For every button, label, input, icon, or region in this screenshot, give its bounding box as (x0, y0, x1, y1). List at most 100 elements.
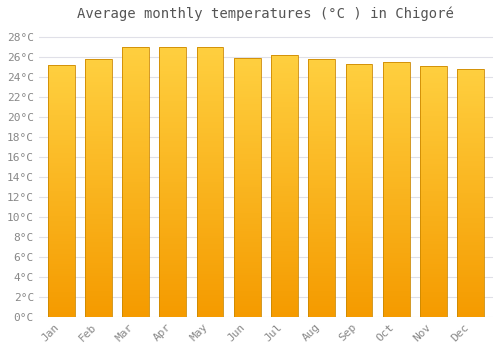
Bar (160, 141, 186, 144)
Bar (308, 234, 335, 237)
Bar (196, 117, 224, 120)
Bar (160, 293, 186, 295)
Bar (458, 285, 484, 287)
Bar (346, 160, 372, 162)
Bar (420, 111, 447, 113)
Bar (234, 76, 260, 78)
Bar (122, 163, 149, 166)
Bar (271, 55, 298, 317)
Bar (271, 65, 298, 68)
Bar (271, 207, 298, 209)
Bar (48, 138, 74, 140)
Bar (346, 218, 372, 220)
Bar (420, 149, 447, 151)
Bar (85, 141, 112, 144)
Bar (160, 168, 186, 171)
Bar (271, 304, 298, 306)
Bar (271, 212, 298, 215)
Bar (346, 216, 372, 218)
Bar (383, 182, 409, 184)
Bar (271, 225, 298, 228)
Bar (420, 76, 447, 78)
Bar (234, 244, 260, 247)
Bar (271, 57, 298, 60)
Bar (308, 92, 335, 95)
Bar (196, 155, 224, 158)
Bar (196, 131, 224, 133)
Bar (271, 254, 298, 257)
Bar (234, 115, 260, 117)
Bar (383, 266, 409, 268)
Bar (271, 81, 298, 84)
Bar (85, 252, 112, 255)
Bar (196, 247, 224, 249)
Bar (458, 84, 484, 86)
Bar (346, 165, 372, 168)
Bar (458, 138, 484, 141)
Bar (122, 77, 149, 79)
Bar (234, 86, 260, 89)
Bar (308, 170, 335, 172)
Bar (308, 175, 335, 177)
Bar (48, 143, 74, 146)
Bar (85, 149, 112, 152)
Bar (196, 120, 224, 122)
Bar (458, 156, 484, 158)
Bar (85, 121, 112, 123)
Bar (458, 91, 484, 93)
Bar (420, 169, 447, 171)
Bar (420, 229, 447, 231)
Bar (122, 101, 149, 104)
Bar (160, 285, 186, 287)
Bar (271, 63, 298, 65)
Bar (308, 172, 335, 175)
Bar (346, 142, 372, 145)
Bar (346, 244, 372, 246)
Bar (48, 198, 74, 201)
Bar (234, 286, 260, 288)
Bar (48, 261, 74, 264)
Bar (234, 154, 260, 156)
Bar (160, 295, 186, 298)
Bar (122, 122, 149, 125)
Bar (458, 190, 484, 193)
Bar (458, 93, 484, 96)
Bar (346, 64, 372, 317)
Bar (271, 314, 298, 317)
Bar (346, 193, 372, 195)
Bar (346, 132, 372, 135)
Bar (85, 72, 112, 74)
Bar (48, 201, 74, 203)
Bar (383, 223, 409, 225)
Bar (420, 141, 447, 144)
Bar (234, 161, 260, 164)
Bar (383, 166, 409, 169)
Bar (196, 222, 224, 225)
Bar (420, 108, 447, 111)
Bar (271, 107, 298, 110)
Bar (458, 252, 484, 255)
Bar (160, 49, 186, 52)
Bar (308, 180, 335, 183)
Bar (458, 314, 484, 317)
Bar (383, 284, 409, 286)
Bar (160, 268, 186, 271)
Bar (308, 123, 335, 126)
Bar (85, 209, 112, 211)
Bar (160, 247, 186, 249)
Bar (48, 140, 74, 143)
Bar (383, 103, 409, 105)
Bar (420, 191, 447, 194)
Bar (48, 178, 74, 181)
Bar (160, 301, 186, 303)
Bar (196, 101, 224, 104)
Bar (160, 287, 186, 290)
Bar (122, 252, 149, 255)
Bar (196, 58, 224, 60)
Bar (48, 181, 74, 183)
Bar (308, 147, 335, 149)
Bar (160, 314, 186, 317)
Bar (85, 180, 112, 183)
Bar (420, 73, 447, 76)
Bar (122, 255, 149, 257)
